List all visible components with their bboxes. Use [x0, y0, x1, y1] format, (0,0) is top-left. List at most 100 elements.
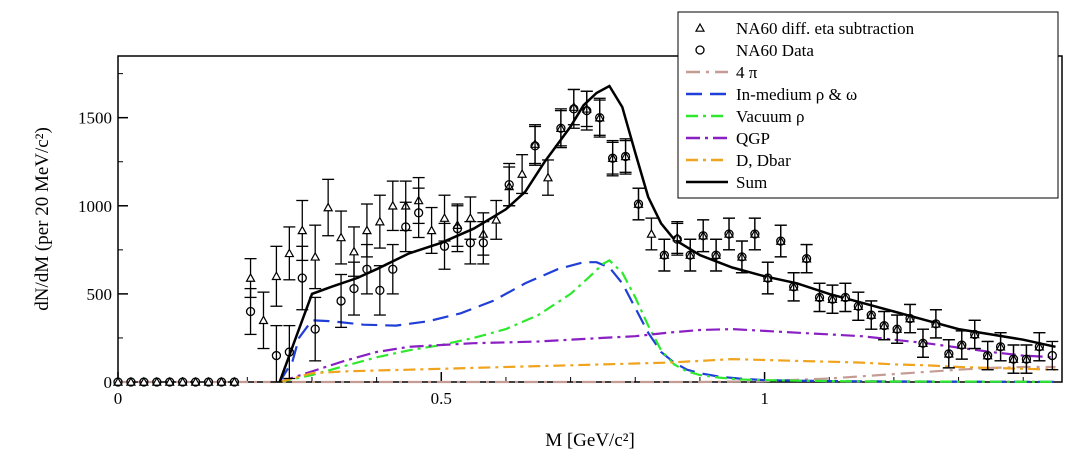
eta-point-marker	[190, 376, 201, 386]
data-point-marker	[672, 234, 682, 244]
series-line-0	[118, 365, 1056, 384]
series-line-5	[278, 84, 1056, 383]
data-point-marker	[892, 324, 902, 334]
data-point-marker	[203, 377, 214, 387]
y-tick-label: 1000	[78, 197, 112, 216]
legend-label: 4 π	[736, 63, 758, 82]
data-point-marker	[465, 238, 476, 248]
data-point-marker	[827, 294, 838, 304]
data-point-marker	[439, 241, 450, 251]
data-point-marker	[737, 252, 747, 262]
legend-box	[677, 11, 1059, 199]
x-axis-label: M [GeV/c²]	[545, 430, 635, 451]
data-point-marker	[336, 296, 346, 306]
data-point-marker	[139, 377, 149, 387]
data-point-marker	[190, 377, 201, 387]
legend-label: D, Dbar	[736, 151, 791, 170]
data-point-marker	[620, 151, 631, 162]
eta-point-marker	[284, 248, 295, 258]
data-point-marker	[840, 292, 851, 303]
data-point-marker	[853, 301, 863, 311]
eta-point-marker	[164, 376, 175, 386]
eta-point-marker	[542, 172, 553, 182]
data-point-marker	[530, 141, 540, 151]
data-point-marker	[245, 306, 256, 317]
data-point-marker	[504, 179, 514, 190]
data-point-marker	[152, 377, 162, 387]
eta-point-marker	[361, 225, 372, 235]
data-point-marker	[178, 377, 188, 387]
eta-point-marker	[112, 376, 124, 386]
data-point-marker	[1034, 342, 1045, 352]
data-point-marker	[711, 250, 721, 260]
data-point-marker	[970, 329, 980, 340]
data-point-marker	[633, 199, 644, 209]
data-point-marker	[478, 238, 488, 248]
eta-point-marker	[125, 376, 136, 386]
data-point-marker	[789, 282, 799, 292]
eta-point-marker	[387, 200, 398, 210]
data-point-marker	[1021, 354, 1032, 364]
data-point-marker	[229, 377, 240, 387]
eta-point-marker	[245, 272, 256, 282]
eta-point-marker	[491, 214, 502, 224]
series-line-3	[279, 327, 1056, 384]
data-point-marker	[297, 273, 307, 283]
series-line-4	[279, 357, 1056, 384]
data-point-marker	[349, 283, 359, 294]
y-tick-label: 500	[87, 285, 113, 304]
legend-label: NA60 diff. eta subtraction	[736, 19, 915, 38]
series-line-2	[279, 259, 1056, 384]
eta-point-marker	[646, 228, 657, 238]
data-point-marker	[918, 338, 928, 348]
data-point-marker	[763, 273, 773, 283]
data-point-marker	[659, 250, 670, 260]
data-point-marker	[905, 313, 915, 324]
data-point-marker	[776, 236, 786, 246]
eta-point-marker	[151, 376, 162, 386]
eta-point-marker	[258, 315, 269, 325]
eta-point-marker	[203, 376, 214, 386]
eta-point-marker	[348, 246, 360, 256]
data-point-marker	[607, 153, 618, 163]
model-curves	[118, 84, 1056, 384]
data-point-marker	[375, 285, 385, 296]
data-point-marker	[724, 229, 734, 239]
legend-circle-marker	[695, 45, 705, 55]
legend: NA60 diff. eta subtraction NA60 Data 4 π In…	[677, 11, 1059, 199]
data-point-marker	[750, 229, 760, 239]
data-point-marker	[362, 264, 372, 274]
eta-point-marker	[336, 232, 347, 242]
data-point-marker	[216, 377, 227, 387]
eta-point-marker	[297, 225, 308, 235]
legend-label: Vacuum ρ	[736, 107, 804, 126]
legend-label: NA60 Data	[736, 41, 814, 60]
data-point-marker	[401, 222, 411, 232]
eta-point-marker	[517, 168, 528, 178]
data-point-marker	[1047, 350, 1057, 361]
data-point-marker	[452, 224, 463, 234]
data-point-marker	[388, 264, 398, 274]
eta-point-marker	[426, 225, 437, 235]
data-point-marker	[595, 113, 605, 123]
legend-triangle-marker	[694, 22, 706, 32]
data-point-marker	[284, 347, 294, 357]
data-point-marker	[165, 377, 175, 387]
eta-point-marker	[310, 251, 321, 261]
legend-label: In-medium ρ & ω	[736, 85, 857, 104]
data-points	[112, 88, 1059, 387]
data-point-marker	[113, 377, 123, 387]
x-tick-label: 1	[760, 389, 769, 408]
axis-ticks: 0 0.5 1 0 500 1000 1500	[78, 73, 1024, 408]
eta-point-marker	[216, 376, 227, 386]
y-tick-label: 0	[104, 373, 113, 392]
data-point-marker	[866, 310, 876, 320]
data-point-marker	[414, 208, 424, 218]
legend-label: QGP	[736, 129, 770, 148]
data-point-marker	[814, 292, 825, 303]
data-point-marker	[982, 350, 993, 361]
data-point-marker	[995, 342, 1006, 352]
data-point-marker	[685, 250, 695, 260]
eta-point-marker	[439, 212, 450, 222]
